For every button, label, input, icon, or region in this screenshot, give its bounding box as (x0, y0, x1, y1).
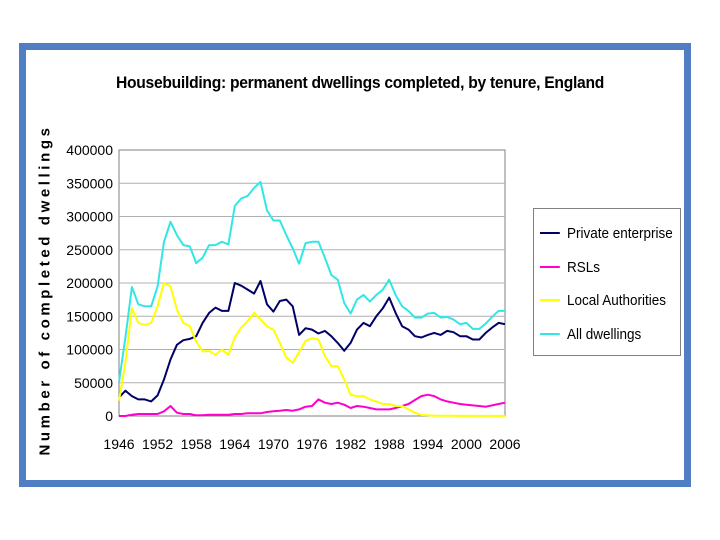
gridlines (119, 182, 505, 384)
series-line-local-authorities (118, 282, 505, 417)
y-tick-label: 50000 (74, 375, 113, 391)
legend-label-rsls: RSLs (567, 258, 601, 276)
y-tick-label: 400000 (66, 142, 113, 158)
x-tick-label: 1976 (296, 436, 327, 452)
x-tick-label: 2006 (489, 436, 520, 452)
y-tick-label: 300000 (66, 209, 113, 225)
series-line-rsls (119, 393, 506, 417)
series-line-all-dwellings (118, 180, 505, 383)
x-tick-label: 1994 (412, 436, 443, 452)
legend-swatch-private-enterprise (540, 232, 560, 234)
series-lines (118, 180, 506, 417)
x-tick-label: 1988 (374, 436, 405, 452)
legend-item-rsls: RSLs (540, 257, 600, 277)
y-tick-label: 350000 (66, 175, 113, 191)
chart-title: Housebuilding: permanent dwellings compl… (115, 73, 605, 92)
legend: Private enterprise RSLs Local Authoritie… (533, 208, 681, 356)
legend-label-all-dwellings: All dwellings (567, 325, 642, 343)
legend-item-all-dwellings: All dwellings (540, 324, 641, 344)
legend-label-local-authorities: Local Authorities (567, 291, 667, 309)
x-tick-label: 1982 (335, 436, 366, 452)
legend-label-private-enterprise: Private enterprise (567, 224, 673, 242)
legend-swatch-local-authorities (540, 299, 560, 301)
y-tick-labels: 0 50000 100000 150000 200000 250000 300000 3500… (66, 142, 113, 424)
x-tick-labels: 1946 1952 1958 1964 1970 1976 1982 1988 1994 2000… (103, 436, 520, 452)
y-tick-label: 200000 (66, 275, 113, 291)
series-line-private-enterprise (118, 280, 506, 403)
legend-swatch-rsls (540, 266, 560, 268)
x-tick-label: 1952 (142, 436, 173, 452)
y-tick-label: 0 (105, 408, 113, 424)
x-tick-label: 1946 (103, 436, 134, 452)
x-tick-label: 1964 (219, 436, 250, 452)
x-tick-label: 1958 (181, 436, 212, 452)
y-tick-label: 150000 (66, 308, 113, 324)
legend-swatch-all-dwellings (540, 333, 560, 335)
y-tick-label: 250000 (66, 242, 113, 258)
legend-item-private-enterprise: Private enterprise (540, 223, 673, 243)
y-tick-label: 100000 (66, 342, 113, 358)
x-tick-label: 1970 (258, 436, 289, 452)
x-tick-label: 2000 (451, 436, 482, 452)
legend-item-local-authorities: Local Authorities (540, 290, 666, 310)
